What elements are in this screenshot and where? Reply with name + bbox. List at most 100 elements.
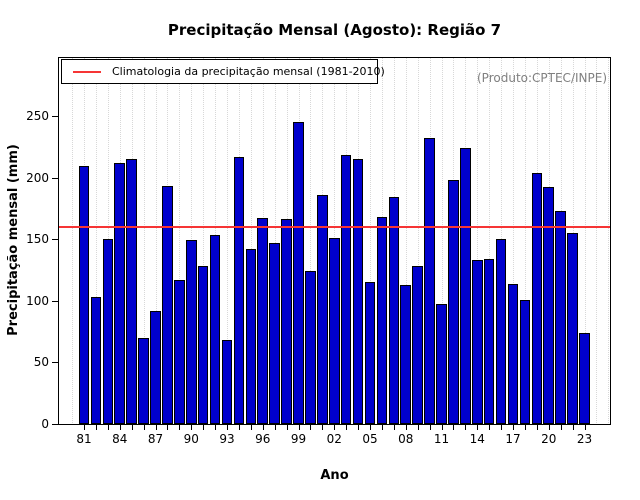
- bar-2021: [555, 210, 566, 424]
- x-tick: [310, 425, 312, 430]
- bar-1991: [197, 266, 209, 424]
- x-tick: [429, 425, 431, 430]
- legend-line-sample: [73, 70, 101, 73]
- bar-2023: [579, 332, 590, 424]
- bar-2006: [376, 216, 388, 424]
- bar-1986: [138, 337, 149, 424]
- gridline: [584, 58, 586, 423]
- plot-area-frame: [58, 57, 611, 425]
- bar-1984: [114, 162, 126, 424]
- x-tick: [84, 425, 85, 430]
- x-tick: [441, 425, 443, 430]
- y-tick-label-250: 250: [26, 108, 49, 123]
- x-tick: [393, 425, 395, 430]
- x-tick-label-90: 90: [183, 432, 199, 446]
- x-tick-label-87: 87: [147, 432, 164, 446]
- x-tick: [572, 425, 574, 430]
- x-tick: [131, 425, 133, 430]
- bar-1989: [174, 279, 185, 424]
- bar-1988: [162, 186, 173, 424]
- x-tick-label-14: 14: [469, 432, 485, 446]
- x-tick: [453, 425, 455, 430]
- gridline: [477, 58, 479, 423]
- x-tick: [322, 425, 324, 430]
- x-tick: [548, 425, 550, 430]
- x-tick-label-17: 17: [505, 432, 521, 446]
- gridline: [143, 58, 145, 423]
- x-tick: [381, 425, 383, 430]
- x-tick: [238, 425, 240, 430]
- bar-2011: [436, 304, 447, 424]
- x-tick: [203, 425, 205, 430]
- x-tick: [191, 425, 193, 430]
- x-tick-label-96: 96: [255, 432, 271, 446]
- legend-label: Climatologia da precipitação mensal (198…: [112, 65, 385, 78]
- bar-2016: [495, 239, 507, 424]
- y-tick: [52, 177, 58, 179]
- bar-2004: [352, 159, 364, 424]
- bar-2005: [364, 282, 376, 424]
- gridline: [155, 58, 157, 423]
- bar-1992: [209, 235, 221, 424]
- bar-2015: [483, 258, 495, 424]
- x-tick: [155, 425, 157, 430]
- x-tick: [489, 425, 491, 430]
- x-tick: [250, 425, 252, 430]
- gridline: [417, 58, 419, 423]
- x-tick-label-81: 81: [76, 432, 92, 446]
- x-tick: [358, 425, 360, 430]
- gridline: [310, 58, 312, 423]
- bar-2007: [388, 197, 400, 424]
- y-tick-label-150: 150: [26, 232, 49, 247]
- gridline: [203, 58, 205, 423]
- bar-1983: [102, 239, 114, 424]
- x-tick-label-08: 08: [398, 432, 414, 446]
- bar-1996: [257, 218, 269, 424]
- x-tick: [298, 425, 300, 430]
- bar-1985: [126, 159, 137, 424]
- gridline: [250, 58, 252, 423]
- x-tick: [334, 425, 336, 430]
- bar-2009: [412, 266, 423, 424]
- y-tick-label-200: 200: [26, 170, 49, 185]
- bar-1990: [185, 240, 197, 424]
- y-tick: [52, 239, 58, 241]
- x-tick: [465, 425, 467, 430]
- x-tick-label-02: 02: [326, 432, 342, 446]
- bar-2003: [340, 155, 352, 424]
- bar-2019: [531, 172, 543, 424]
- x-tick: [95, 425, 97, 430]
- x-tick-label-23: 23: [576, 432, 593, 446]
- x-tick: [143, 425, 145, 430]
- bar-1994: [233, 156, 245, 424]
- gridline: [370, 58, 371, 423]
- gridline: [95, 58, 97, 423]
- x-tick: [417, 425, 419, 430]
- y-tick: [52, 300, 58, 302]
- bar-2014: [471, 260, 483, 424]
- y-tick: [52, 424, 58, 425]
- gridline: [227, 58, 228, 423]
- x-tick: [477, 425, 479, 430]
- bar-2008: [400, 284, 412, 424]
- x-tick: [262, 425, 264, 430]
- gridline: [72, 58, 74, 423]
- x-tick: [227, 425, 228, 430]
- bar-1998: [281, 219, 292, 424]
- x-tick: [179, 425, 181, 430]
- x-tick: [560, 425, 562, 430]
- bar-1982: [90, 297, 102, 424]
- y-tick: [52, 362, 58, 364]
- bar-2018: [519, 299, 531, 424]
- gridline: [274, 58, 276, 423]
- bar-2020: [543, 187, 555, 424]
- legend: Climatologia da precipitação mensal (198…: [61, 59, 385, 84]
- x-tick: [215, 425, 217, 430]
- x-tick: [107, 425, 109, 430]
- x-tick: [286, 425, 288, 430]
- bar-2001: [317, 194, 328, 424]
- x-tick: [119, 425, 121, 430]
- x-tick: [524, 425, 526, 430]
- bar-1993: [221, 340, 233, 424]
